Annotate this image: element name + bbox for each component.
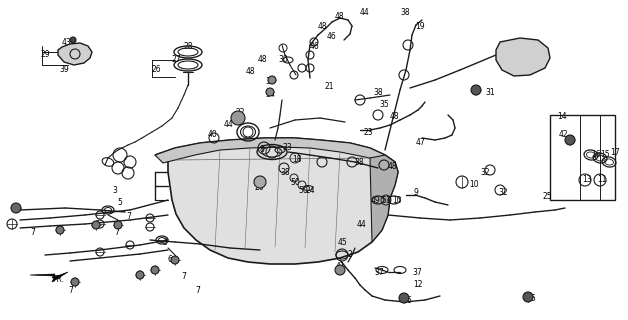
Text: 45: 45 [338,238,348,247]
Text: 36: 36 [402,296,412,305]
Text: 7: 7 [30,228,35,237]
Text: 50: 50 [298,186,308,195]
Text: 5: 5 [117,198,122,207]
Text: 41: 41 [336,262,345,271]
Polygon shape [155,138,398,264]
Bar [550,115,615,200]
Circle shape [70,37,76,43]
Polygon shape [30,272,68,282]
Text: 9: 9 [414,188,419,197]
Text: 44: 44 [357,220,367,229]
Circle shape [56,226,64,234]
Text: 42: 42 [559,130,568,139]
Text: 25: 25 [543,192,553,201]
Text: 38: 38 [354,158,364,167]
Text: 15: 15 [600,150,610,159]
Circle shape [171,256,179,264]
Text: 13: 13 [582,175,592,184]
Text: 30: 30 [278,55,288,64]
Circle shape [136,271,144,279]
Text: 20: 20 [255,183,264,192]
Text: 48: 48 [390,112,399,121]
Text: FR.: FR. [52,275,64,284]
Text: 14: 14 [557,112,566,121]
Text: 33: 33 [282,143,292,152]
Circle shape [268,76,276,84]
Text: 48: 48 [246,67,256,76]
Text: 7: 7 [114,228,119,237]
Circle shape [92,221,100,229]
Text: 7: 7 [68,286,73,295]
Text: 48: 48 [258,55,268,64]
Text: 3: 3 [112,186,117,195]
Circle shape [114,221,122,229]
Text: 38: 38 [373,88,382,97]
Polygon shape [58,43,92,65]
Text: 8: 8 [260,145,265,154]
Text: 22: 22 [236,108,246,117]
Circle shape [151,266,159,274]
Text: 34: 34 [265,90,274,99]
Text: 26: 26 [152,65,161,74]
Circle shape [471,85,481,95]
Text: 7: 7 [181,272,186,281]
Text: 34: 34 [265,77,274,86]
Text: 35: 35 [526,294,536,303]
Text: 44: 44 [360,8,370,17]
Text: 50: 50 [290,178,300,187]
Text: 7: 7 [126,212,131,221]
Text: 44: 44 [224,120,234,129]
Text: 23: 23 [364,128,374,137]
Text: 4: 4 [527,50,532,59]
Text: 38: 38 [400,8,409,17]
Text: 51: 51 [381,196,391,205]
Text: 37: 37 [374,268,384,277]
Text: 48: 48 [388,162,398,171]
Text: 32: 32 [480,168,490,177]
Text: 12: 12 [413,280,423,289]
Circle shape [523,292,533,302]
Text: 10: 10 [392,196,402,205]
Text: 27: 27 [171,55,181,64]
Text: 21: 21 [325,82,335,91]
Text: 39: 39 [59,65,68,74]
Text: 11: 11 [597,175,607,184]
Text: 32: 32 [498,188,507,197]
Circle shape [11,203,21,213]
Circle shape [266,88,274,96]
Circle shape [565,135,575,145]
Text: 29: 29 [40,50,50,59]
Polygon shape [370,155,398,242]
Text: 24: 24 [306,186,316,195]
Circle shape [71,278,79,286]
Text: 46: 46 [310,42,320,51]
Text: 48: 48 [318,22,328,31]
Text: 31: 31 [485,88,495,97]
Circle shape [335,265,345,275]
Text: 2: 2 [348,250,353,259]
Circle shape [254,176,266,188]
Text: 19: 19 [415,22,425,31]
Text: 38: 38 [280,168,290,177]
Text: 17: 17 [610,148,620,157]
Text: 35: 35 [379,100,389,109]
Text: 10: 10 [469,180,479,189]
Text: 3: 3 [162,238,167,247]
Text: 40: 40 [208,130,218,139]
Polygon shape [496,38,550,76]
Text: 7: 7 [195,286,200,295]
Text: 43: 43 [62,38,72,47]
Polygon shape [155,138,395,163]
Text: 18: 18 [292,155,301,164]
Text: 47: 47 [416,138,426,147]
Text: 49: 49 [371,196,381,205]
Text: 46: 46 [327,32,337,41]
Text: 16: 16 [591,150,600,159]
Text: 48: 48 [335,12,345,21]
Circle shape [231,111,245,125]
Circle shape [399,293,409,303]
Text: 37: 37 [412,268,422,277]
Text: 6: 6 [167,255,172,264]
Text: 28: 28 [183,42,193,51]
